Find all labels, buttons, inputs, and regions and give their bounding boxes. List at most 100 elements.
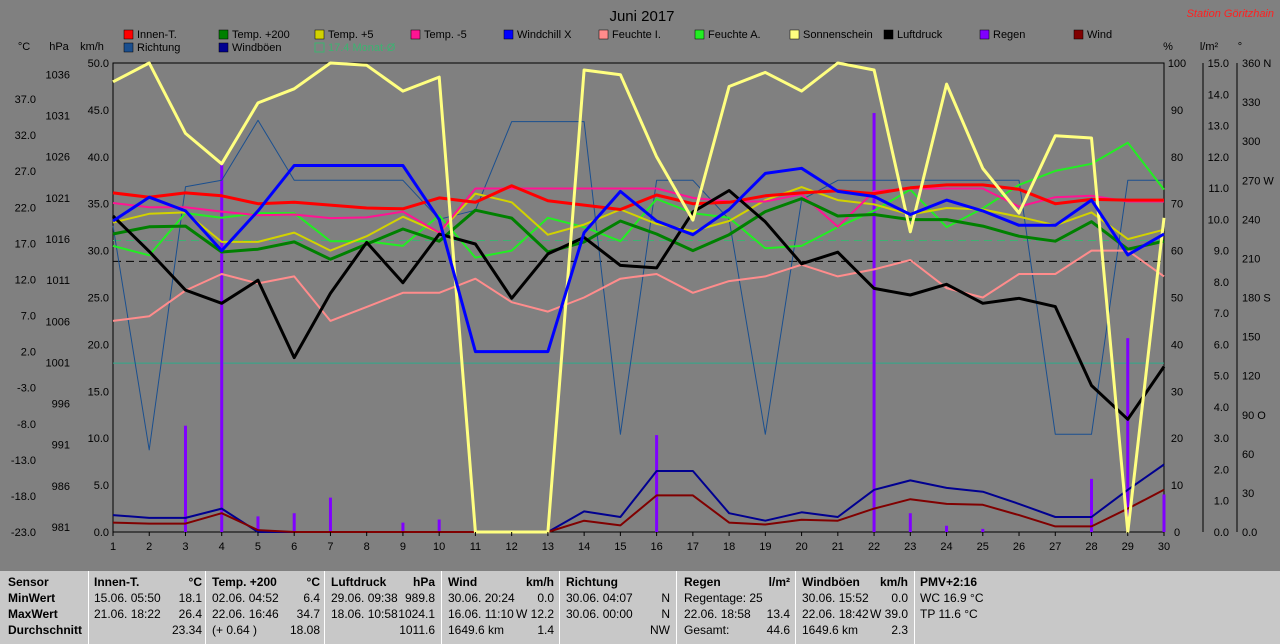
wind-tick-label: 20.0 [88, 339, 109, 351]
stats-cell-label: 1649.6 km [448, 623, 505, 637]
direction-tick-label: 210 [1242, 253, 1260, 265]
legend-swatch [503, 29, 514, 40]
legend-label: Feuchte I. [612, 29, 661, 41]
temp-tick-label: 37.0 [15, 94, 36, 106]
percent-tick-label: 0 [1174, 527, 1180, 539]
stats-cell-label: 15.06. 05:50 [94, 591, 161, 605]
wind-tick-label: 25.0 [88, 293, 109, 305]
stats-unit: hPa [412, 575, 435, 589]
x-tick-label: 19 [759, 541, 771, 553]
legend-label: Temp. +200 [232, 29, 290, 41]
stats-cell-value: 989.8 [404, 591, 435, 605]
series-line-sonnenschein [112, 61, 1166, 534]
series-line-richtung [112, 119, 1164, 451]
stats-cell-value: 34.7 [296, 607, 320, 621]
temp-tick-label: 12.0 [15, 274, 36, 286]
stats-sensor: Sensor MinWert MaxWert Durchschnitt [8, 575, 88, 643]
x-tick-label: 1 [110, 541, 116, 553]
stats-unit: km/h [879, 575, 908, 589]
x-tick-label: 14 [578, 541, 590, 553]
wind-tick-label: 35.0 [88, 199, 109, 211]
legend-label: Sonnenschein [803, 29, 873, 41]
stats-separator [324, 571, 325, 644]
x-axis-ticks: 1 2 3 4 5 6 7 8 9 10 11 12 13 14 15 16 17 18 19 20 21 22 23 24 2… [110, 532, 1170, 553]
wind-tick-label: 0.0 [94, 527, 109, 539]
x-tick-label: 26 [1013, 541, 1025, 553]
pressure-tick-label: 1016 [46, 234, 70, 246]
stats-temp200: Temp. +200 °C 02.06. 04:52 6.4 22.06. 16:46 3… [212, 575, 320, 643]
stats-cell-label: 22.06. 18:42 [802, 607, 869, 621]
stats-luftdruck: Luftdruck hPa 29.06. 09:38 989.8 18.06. 10:5… [331, 575, 435, 643]
pressure-tick-label: 1001 [46, 357, 70, 369]
rain-tick-label: 7.0 [1214, 308, 1229, 320]
plot-area [111, 61, 1166, 534]
legend-label: Temp. -5 [424, 29, 467, 41]
stats-unit: °C [306, 575, 320, 589]
stats-separator [795, 571, 796, 644]
x-tick-label: 12 [506, 541, 518, 553]
rain-tick-label: 4.0 [1214, 402, 1229, 414]
direction-tick-label: 330 [1242, 97, 1260, 109]
temp-tick-label: -3.0 [17, 383, 36, 395]
pressure-tick-label: 1006 [46, 316, 70, 328]
rain-tick-label: 12.0 [1208, 152, 1229, 164]
x-tick-label: 9 [400, 541, 406, 553]
legend: Innen-T. Temp. +200 Temp. +5 Temp. -5 Windch… [123, 29, 1112, 54]
axes: 37.0 32.0 27.0 22.0 17.0 12.0 7.0 2.0 -3.0 -8.0 -1… [11, 58, 1274, 539]
temp-tick-label: 17.0 [15, 238, 36, 250]
temp-tick-label: 22.0 [15, 202, 36, 214]
temp-tick-label: 7.0 [21, 311, 36, 323]
x-tick-label: 23 [904, 541, 916, 553]
stats-cell-value: N [661, 591, 670, 605]
rain-bar [1126, 338, 1130, 532]
percent-tick-label: 10 [1171, 480, 1183, 492]
stats-cell-value: 26.4 [178, 607, 202, 621]
stats-cell-label: 02.06. 04:52 [212, 591, 279, 605]
series-line-windchill-x [112, 164, 1165, 354]
pressure-tick-label: 986 [52, 481, 70, 493]
stats-unit: °C [188, 575, 202, 589]
x-tick-label: 5 [255, 541, 261, 553]
stats-cell-label: 22.06. 16:46 [212, 607, 279, 621]
legend-swatch [410, 29, 421, 40]
wind-tick-label: 15.0 [88, 386, 109, 398]
temp-tick-label: -8.0 [17, 419, 36, 431]
temp-tick-label: 27.0 [15, 166, 36, 178]
pressure-tick-label: 991 [52, 440, 70, 452]
stats-wind: Wind km/h 30.06. 20:24 0.0 16.06. 11:10 W 12.… [448, 575, 554, 643]
x-tick-label: 17 [687, 541, 699, 553]
stats-unit: l/m² [768, 575, 790, 589]
pressure-tick-label: 1031 [46, 111, 70, 123]
wind-tick-label: 40.0 [88, 152, 109, 164]
legend-swatch [598, 29, 609, 40]
rain-bar [908, 513, 912, 532]
pressure-tick-label: 996 [52, 399, 70, 411]
stats-cell-value: 1024.1 [398, 607, 435, 621]
rain-tick-label: 0.0 [1214, 527, 1229, 539]
rain-tick-label: 6.0 [1214, 339, 1229, 351]
series-line-wind [112, 488, 1165, 533]
legend-swatch [694, 29, 705, 40]
temp-tick-label: -18.0 [11, 491, 36, 503]
stats-title: Luftdruck [331, 575, 387, 589]
percent-tick-label: 40 [1171, 339, 1183, 351]
x-tick-label: 20 [795, 541, 807, 553]
stats-row-max: MaxWert [8, 607, 58, 621]
rain-tick-label: 10.0 [1208, 214, 1229, 226]
stats-cell-label: 30.06. 00:00 [566, 607, 633, 621]
wind-tick-label: 30.0 [88, 246, 109, 258]
stats-cell-label: Regentage: 25 [684, 591, 763, 605]
legend-label: Wind [1087, 29, 1112, 41]
legend-label: Innen-T. [137, 29, 177, 41]
stats-separator [205, 571, 206, 644]
percent-tick-label: 50 [1171, 293, 1183, 305]
rain-bar [872, 113, 876, 532]
stats-cell-label: 29.06. 09:38 [331, 591, 398, 605]
wind-tick-label: 45.0 [88, 105, 109, 117]
legend-label: 17.4 Monat-Ø [328, 42, 396, 54]
stats-title: Temp. +200 [212, 575, 277, 589]
rain-tick-label: 5.0 [1214, 371, 1229, 383]
legend-swatch [218, 29, 229, 40]
temp-tick-label: -23.0 [11, 527, 36, 539]
stats-cell-label: (+ 0.64 ) [212, 623, 258, 637]
